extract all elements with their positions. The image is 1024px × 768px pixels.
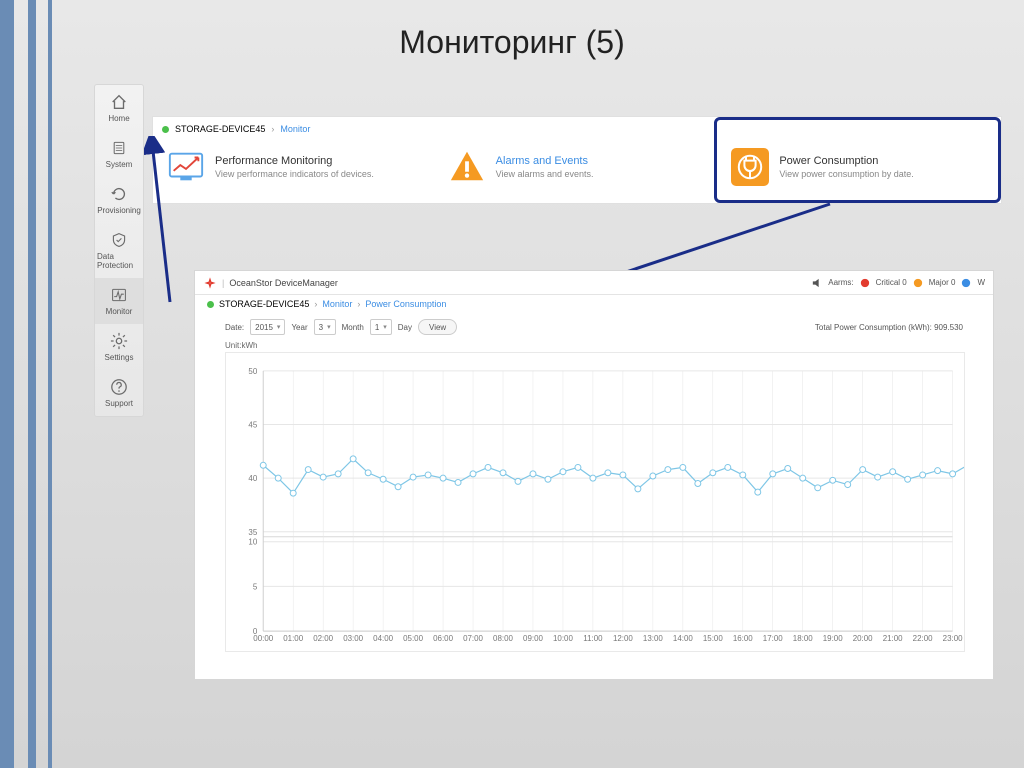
- tile-title: Power Consumption: [779, 155, 913, 167]
- status-dot-icon: [162, 126, 169, 133]
- sidebar-item-monitor[interactable]: Monitor: [95, 278, 143, 324]
- svg-text:35: 35: [248, 528, 257, 537]
- svg-text:16:00: 16:00: [733, 634, 753, 643]
- date-filter-row: Date: 2015 Year 3 Month 1 Day View Total…: [195, 313, 993, 341]
- svg-text:12:00: 12:00: [613, 634, 633, 643]
- breadcrumb-device[interactable]: STORAGE-DEVICE45: [175, 124, 265, 134]
- svg-text:09:00: 09:00: [523, 634, 543, 643]
- brand-text: OceanStor DeviceManager: [229, 278, 338, 288]
- sidebar-item-home[interactable]: Home: [95, 85, 143, 131]
- sidebar-item-support[interactable]: Support: [95, 370, 143, 416]
- sidebar-item-label: Settings: [105, 353, 134, 362]
- year-label: Year: [291, 323, 307, 332]
- alarms-label: Aarms:: [828, 278, 853, 287]
- warning-text[interactable]: W: [977, 278, 985, 287]
- svg-text:40: 40: [248, 474, 257, 483]
- svg-text:5: 5: [253, 582, 258, 591]
- svg-text:17:00: 17:00: [763, 634, 783, 643]
- performance-icon: [167, 148, 205, 186]
- month-select[interactable]: 3: [314, 319, 336, 335]
- day-select[interactable]: 1: [370, 319, 392, 335]
- svg-text:23:00: 23:00: [943, 634, 963, 643]
- sidebar-item-label: System: [106, 160, 133, 169]
- breadcrumb-separator: ›: [271, 124, 274, 134]
- svg-text:06:00: 06:00: [433, 634, 453, 643]
- device-manager-breadcrumb: STORAGE-DEVICE45 › Monitor › Power Consu…: [195, 295, 993, 313]
- svg-text:01:00: 01:00: [283, 634, 303, 643]
- svg-text:18:00: 18:00: [793, 634, 813, 643]
- sidebar-item-label: Data Protection: [97, 252, 141, 270]
- device-manager-panel: | OceanStor DeviceManager Aarms: Critica…: [194, 270, 994, 680]
- shield-icon: [110, 231, 128, 249]
- bc-monitor[interactable]: Monitor: [322, 299, 352, 309]
- month-label: Month: [342, 323, 364, 332]
- slide-decoration-stripes: [0, 0, 60, 768]
- sidebar-item-data-protection[interactable]: Data Protection: [95, 223, 143, 278]
- svg-text:22:00: 22:00: [913, 634, 933, 643]
- svg-text:08:00: 08:00: [493, 634, 513, 643]
- day-label: Day: [398, 323, 412, 332]
- svg-text:03:00: 03:00: [343, 634, 363, 643]
- cycle-icon: [110, 185, 128, 203]
- alarm-summary: Aarms: Critical 0 Major 0 W: [812, 278, 985, 288]
- svg-text:50: 50: [248, 367, 257, 376]
- svg-text:20:00: 20:00: [853, 634, 873, 643]
- view-button[interactable]: View: [418, 319, 457, 335]
- tile-title: Performance Monitoring: [215, 155, 374, 167]
- svg-text:13:00: 13:00: [643, 634, 663, 643]
- tile-title: Alarms and Events: [496, 155, 594, 167]
- svg-text:04:00: 04:00: [373, 634, 393, 643]
- svg-text:21:00: 21:00: [883, 634, 903, 643]
- major-text[interactable]: Major 0: [929, 278, 956, 287]
- power-consumption-chart: 35404550051000:0001:0002:0003:0004:0005:…: [225, 352, 965, 652]
- warning-icon: [448, 148, 486, 186]
- sidebar-item-label: Monitor: [106, 307, 133, 316]
- pulse-icon: [110, 286, 128, 304]
- tile-subtitle: View alarms and events.: [496, 169, 594, 179]
- svg-text:19:00: 19:00: [823, 634, 843, 643]
- sidebar-item-label: Home: [108, 114, 129, 123]
- list-icon: [110, 139, 128, 157]
- breadcrumb-page[interactable]: Monitor: [280, 124, 310, 134]
- total-power-text: Total Power Consumption (kWh): 909.530: [815, 323, 963, 332]
- question-icon: [110, 378, 128, 396]
- svg-text:05:00: 05:00: [403, 634, 423, 643]
- device-manager-header: | OceanStor DeviceManager Aarms: Critica…: [195, 271, 993, 295]
- speaker-icon: [812, 278, 822, 288]
- sidebar-item-system[interactable]: System: [95, 131, 143, 177]
- svg-text:14:00: 14:00: [673, 634, 693, 643]
- svg-text:10: 10: [248, 538, 257, 547]
- date-label: Date:: [225, 323, 244, 332]
- svg-text:15:00: 15:00: [703, 634, 723, 643]
- house-icon: [110, 93, 128, 111]
- slide-title: Мониторинг (5): [0, 24, 1024, 61]
- status-dot-icon: [207, 301, 214, 308]
- year-select[interactable]: 2015: [250, 319, 285, 335]
- bc-device[interactable]: STORAGE-DEVICE45: [219, 299, 309, 309]
- svg-text:10:00: 10:00: [553, 634, 573, 643]
- major-icon: [913, 278, 923, 288]
- sidebar-item-label: Support: [105, 399, 133, 408]
- sidebar-item-settings[interactable]: Settings: [95, 324, 143, 370]
- svg-text:11:00: 11:00: [583, 634, 603, 643]
- power-plug-icon: [731, 148, 769, 186]
- tile-subtitle: View power consumption by date.: [779, 169, 913, 179]
- svg-text:02:00: 02:00: [313, 634, 333, 643]
- huawei-logo-icon: [203, 276, 217, 290]
- breadcrumb: STORAGE-DEVICE45 › Monitor: [152, 120, 1002, 138]
- sidebar-item-label: Provisioning: [97, 206, 141, 215]
- app-sidebar: Home System Provisioning Data Protection Mon…: [94, 84, 144, 417]
- critical-text[interactable]: Critical 0: [876, 278, 907, 287]
- svg-text:07:00: 07:00: [463, 634, 483, 643]
- sidebar-item-provisioning[interactable]: Provisioning: [95, 177, 143, 223]
- svg-text:00:00: 00:00: [253, 634, 273, 643]
- svg-text:45: 45: [248, 421, 257, 430]
- chart-unit-label: Unit:kWh: [225, 341, 963, 350]
- gear-icon: [110, 332, 128, 350]
- tile-subtitle: View performance indicators of devices.: [215, 169, 374, 179]
- bc-power[interactable]: Power Consumption: [365, 299, 446, 309]
- warning-icon: [961, 278, 971, 288]
- critical-icon: [860, 278, 870, 288]
